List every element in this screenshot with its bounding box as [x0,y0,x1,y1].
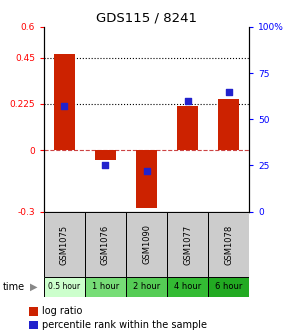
Text: 1 hour: 1 hour [92,283,119,291]
Text: GSM1075: GSM1075 [60,224,69,264]
Bar [126,277,167,297]
Text: GSM1090: GSM1090 [142,224,151,264]
Bar [208,277,249,297]
Bar [95,150,116,160]
Bar [167,212,208,277]
Bar [85,212,126,277]
Text: GSM1077: GSM1077 [183,224,192,264]
Text: GSM1076: GSM1076 [101,224,110,264]
Text: GSM1078: GSM1078 [224,224,233,264]
Point [226,89,231,94]
Bar [44,212,85,277]
Bar [177,106,198,150]
Bar [85,277,126,297]
Bar [136,150,157,208]
Bar [44,277,85,297]
Text: GDS115 / 8241: GDS115 / 8241 [96,12,197,25]
Point [103,163,108,168]
Text: log ratio: log ratio [42,306,83,317]
Point [185,98,190,103]
Text: 0.5 hour: 0.5 hour [48,283,81,291]
Text: percentile rank within the sample: percentile rank within the sample [42,320,207,330]
Bar [54,53,75,150]
Text: 2 hour: 2 hour [133,283,160,291]
Point [144,168,149,174]
Bar [218,99,239,150]
Text: 4 hour: 4 hour [174,283,201,291]
Point [62,104,67,109]
Bar [126,212,167,277]
Text: time: time [3,282,25,292]
Bar [167,277,208,297]
Text: ▶: ▶ [30,282,38,292]
Bar [208,212,249,277]
Text: 6 hour: 6 hour [215,283,242,291]
